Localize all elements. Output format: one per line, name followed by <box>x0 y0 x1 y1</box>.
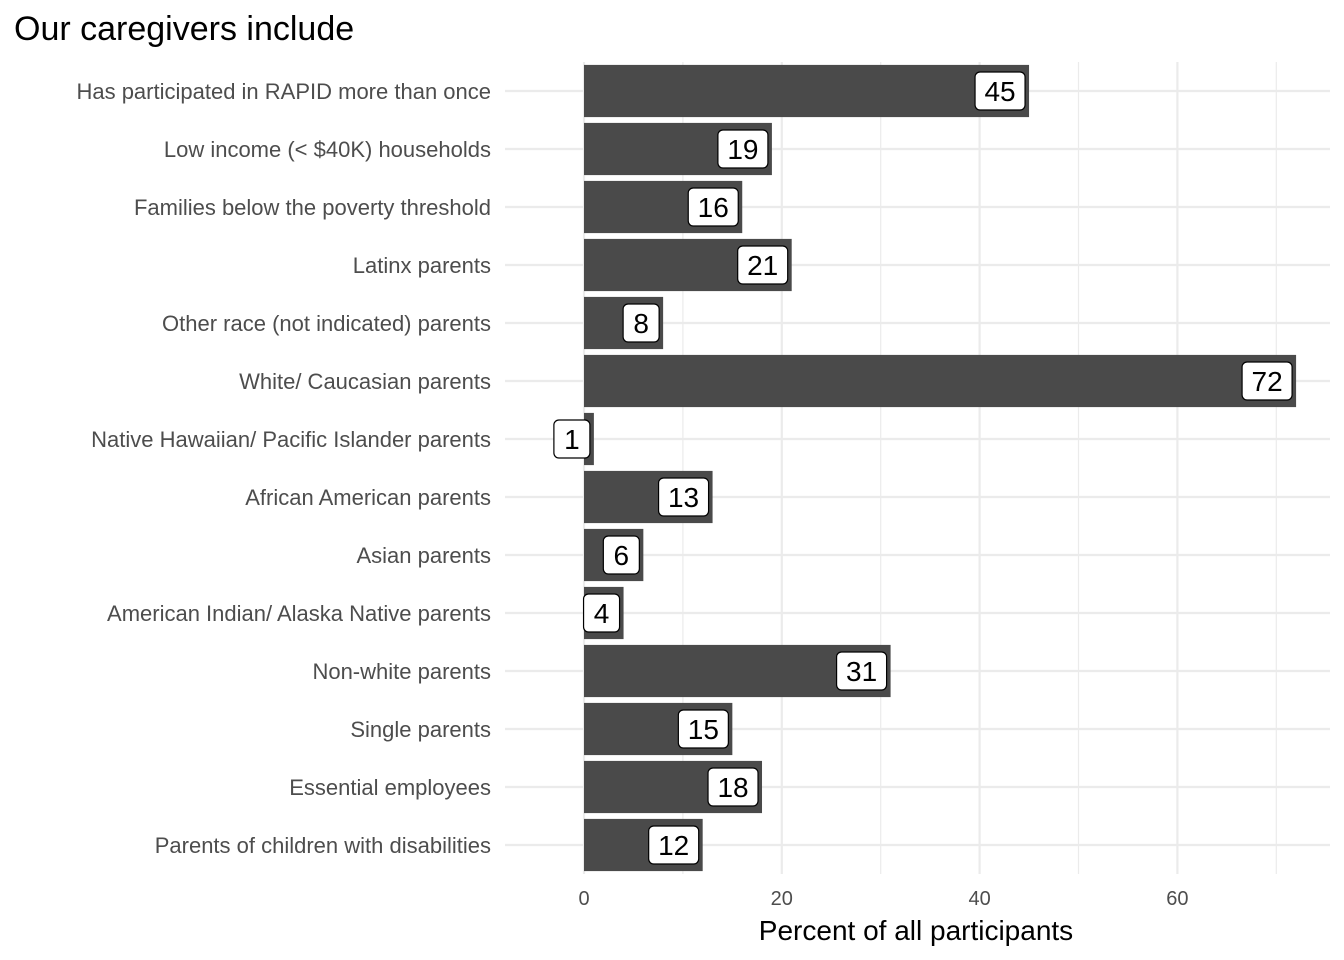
bars <box>584 64 1297 872</box>
value-label: 13 <box>657 477 710 517</box>
value-label: 31 <box>835 651 888 691</box>
x-axis-title: Percent of all participants <box>759 915 1073 946</box>
value-label-box <box>582 593 621 633</box>
value-label-box <box>553 419 591 459</box>
category-label: Families below the poverty threshold <box>134 195 491 220</box>
value-label-box <box>1241 361 1293 401</box>
value-label-box <box>717 129 769 169</box>
value-label-text: 8 <box>633 308 649 339</box>
value-label-text: 19 <box>727 134 758 165</box>
value-label: 45 <box>974 71 1026 111</box>
x-tick-labels: 0 20 40 60 <box>578 888 1188 910</box>
category-label: White/ Caucasian parents <box>239 369 491 394</box>
value-label: 21 <box>737 245 789 285</box>
value-label-text: 16 <box>698 192 729 223</box>
category-labels: Has participated in RAPID more than once… <box>76 79 491 858</box>
value-label-text: 18 <box>717 772 748 803</box>
category-label: Asian parents <box>356 543 491 568</box>
value-label-text: 31 <box>846 656 877 687</box>
value-label: 4 <box>582 593 621 633</box>
value-label-text: 6 <box>614 540 630 571</box>
value-label-box <box>657 477 710 517</box>
category-label: Single parents <box>350 717 491 742</box>
value-label-text: 21 <box>747 250 778 281</box>
value-label-text: 72 <box>1252 366 1283 397</box>
category-label: Parents of children with disabilities <box>155 833 491 858</box>
value-label-text: 45 <box>984 76 1015 107</box>
chart-title: Our caregivers include <box>14 10 354 48</box>
value-label-box <box>648 825 700 865</box>
value-label-box <box>974 71 1026 111</box>
bar <box>584 64 1030 118</box>
value-label: 8 <box>622 303 660 343</box>
category-label: Non-white parents <box>312 659 491 684</box>
value-label-box <box>737 245 789 285</box>
value-label-box <box>835 651 888 691</box>
category-label: African American parents <box>245 485 491 510</box>
category-label: Has participated in RAPID more than once <box>76 79 491 104</box>
category-label: American Indian/ Alaska Native parents <box>107 601 491 626</box>
value-label: 19 <box>717 129 769 169</box>
value-label: 1 <box>553 419 591 459</box>
category-label: Other race (not indicated) parents <box>162 311 491 336</box>
value-label: 72 <box>1241 361 1293 401</box>
value-label-box <box>707 767 759 807</box>
category-label: Native Hawaiian/ Pacific Islander parent… <box>91 427 491 452</box>
value-label: 16 <box>687 187 739 227</box>
category-label: Latinx parents <box>353 253 491 278</box>
value-labels: 45 19 16 21 8 72 1 13 64 31 15 18 12 <box>553 71 1293 865</box>
x-tick-label: 60 <box>1166 888 1188 910</box>
value-label: 18 <box>707 767 759 807</box>
value-label-box <box>602 535 640 575</box>
x-tick-label: 20 <box>771 888 793 910</box>
value-label-box <box>687 187 739 227</box>
value-label-text: 4 <box>594 598 610 629</box>
category-label: Essential employees <box>289 775 491 800</box>
value-label-text: 13 <box>668 482 699 513</box>
category-label: Low income (< $40K) households <box>164 137 491 162</box>
value-label: 6 <box>602 535 640 575</box>
value-label: 12 <box>648 825 700 865</box>
x-tick-label: 0 <box>578 888 589 910</box>
value-label-text: 1 <box>564 424 580 455</box>
x-tick-label: 40 <box>968 888 990 910</box>
value-label-text: 12 <box>658 830 689 861</box>
value-label-text: 15 <box>688 714 719 745</box>
value-label: 15 <box>677 709 729 749</box>
bar <box>584 354 1297 408</box>
value-label-box <box>677 709 729 749</box>
value-label-box <box>622 303 660 343</box>
